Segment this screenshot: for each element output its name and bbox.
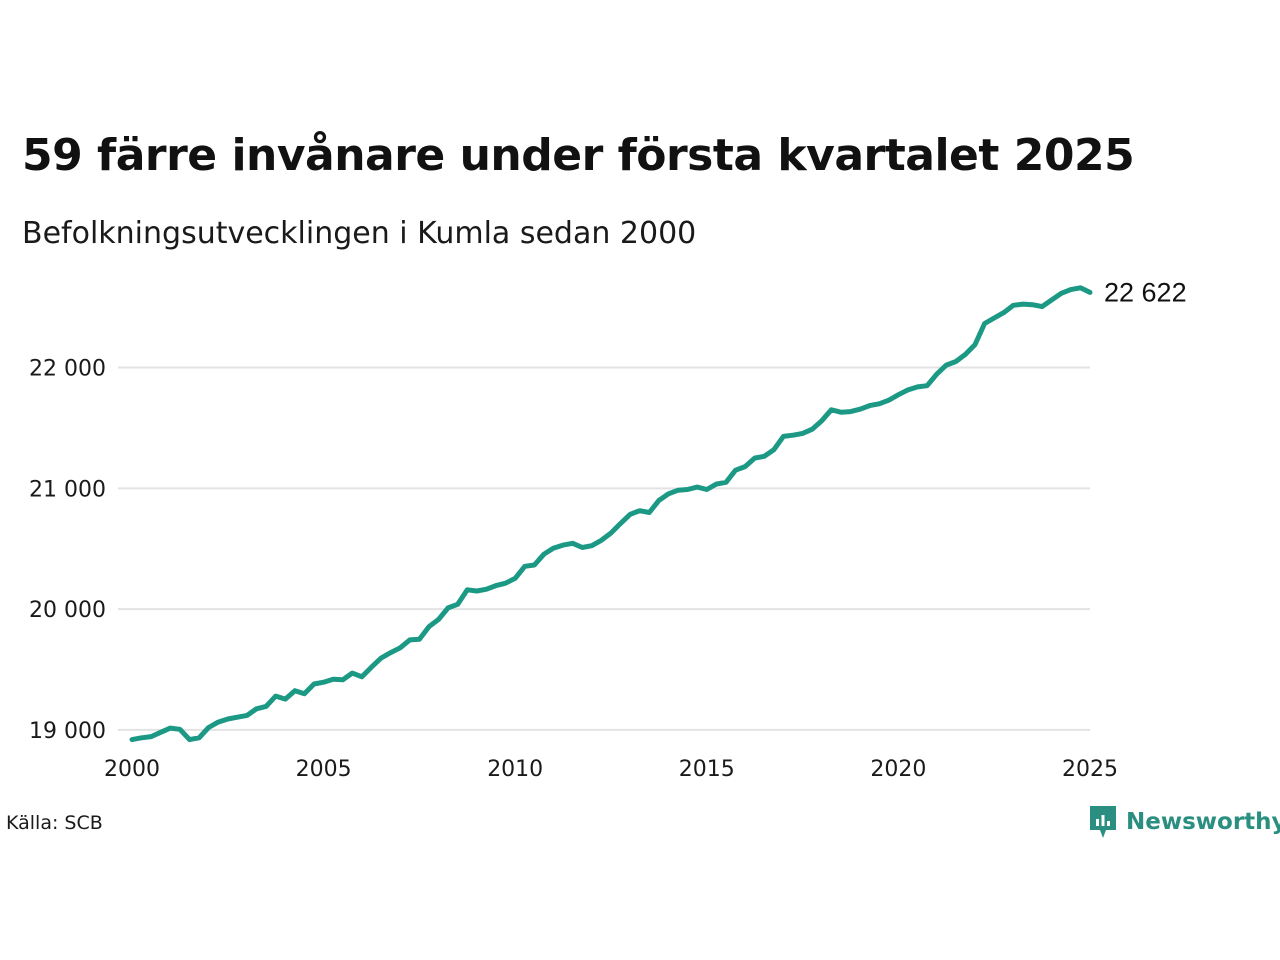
y-tick-label: 20 000 bbox=[29, 598, 106, 623]
line-chart: 19 000 20 000 21 000 22 000 2000 2005 2010 201… bbox=[29, 277, 1187, 782]
y-tick-label: 22 000 bbox=[29, 357, 106, 382]
x-tick-label: 2005 bbox=[296, 757, 352, 782]
x-tick-label: 2015 bbox=[679, 757, 735, 782]
y-axis-ticks: 19 000 20 000 21 000 22 000 bbox=[29, 357, 106, 744]
chart-title: 59 färre invånare under första kvartalet… bbox=[22, 130, 1135, 181]
chart-subtitle: Befolkningsutvecklingen i Kumla sedan 20… bbox=[22, 216, 697, 251]
end-value-label: 22 622 bbox=[1104, 277, 1187, 307]
y-tick-label: 19 000 bbox=[29, 719, 106, 744]
gridlines bbox=[118, 366, 1090, 731]
x-tick-label: 2020 bbox=[870, 757, 926, 782]
brand-name: Newsworthy bbox=[1126, 809, 1280, 835]
x-axis-ticks: 2000 2005 2010 2015 2020 2025 bbox=[104, 757, 1118, 782]
data-labels: 22 622 bbox=[1104, 277, 1187, 307]
y-tick-label: 21 000 bbox=[29, 477, 106, 502]
source-note: Källa: SCB bbox=[6, 812, 103, 834]
x-tick-label: 2025 bbox=[1062, 757, 1118, 782]
brand-logo[interactable]: Newsworthy bbox=[1088, 804, 1280, 840]
x-tick-label: 2000 bbox=[104, 757, 160, 782]
series bbox=[129, 285, 1093, 743]
newsworthy-logo-icon bbox=[1090, 806, 1116, 838]
series-line bbox=[129, 285, 1093, 743]
x-tick-label: 2010 bbox=[487, 757, 543, 782]
